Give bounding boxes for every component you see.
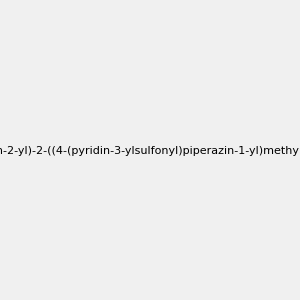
Text: 4-(Furan-2-yl)-2-((4-(pyridin-3-ylsulfonyl)piperazin-1-yl)methyl)thiazole: 4-(Furan-2-yl)-2-((4-(pyridin-3-ylsulfon… bbox=[0, 146, 300, 157]
